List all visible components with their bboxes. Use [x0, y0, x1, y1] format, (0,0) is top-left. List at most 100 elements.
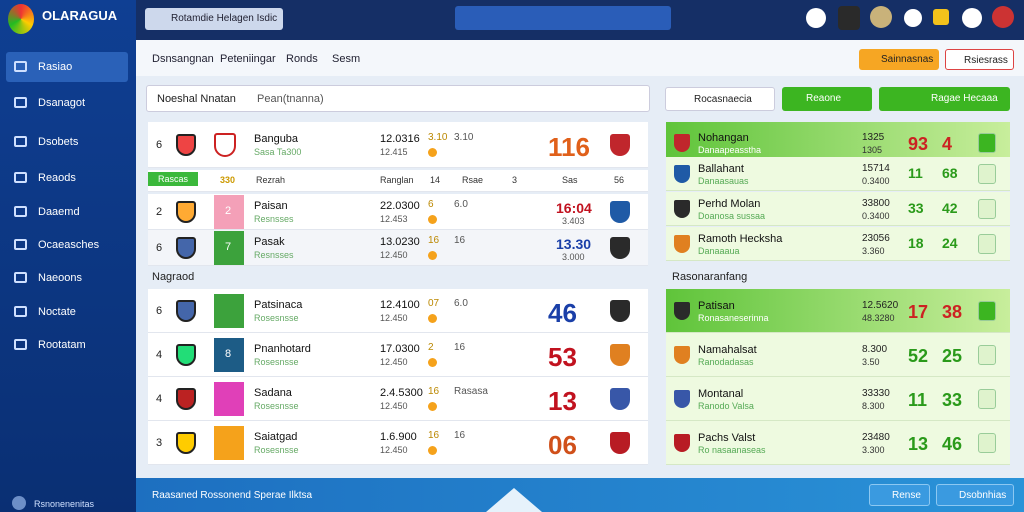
toggle[interactable] — [978, 389, 996, 409]
team-crest — [176, 237, 196, 259]
stat-a: 93 — [908, 133, 929, 154]
team-crest — [674, 346, 690, 364]
odds-row[interactable]: Ballahant Danaasauas 15714 0.3400 11 68 — [666, 157, 1010, 191]
match-row[interactable]: 6 7 Pasak Resnsses 13.0230 12.450 16 16 13.30 3.0… — [148, 230, 648, 266]
toggle[interactable] — [978, 164, 996, 184]
stat-b: 42 — [942, 200, 958, 216]
sidebar-item[interactable]: Naeoons — [6, 263, 128, 293]
odds-row[interactable]: Namahalsat Ranodadasas 8.300 3.50 52 25 — [666, 333, 1010, 377]
team-crest — [214, 133, 236, 157]
sidebar-item[interactable]: Noctate — [6, 297, 128, 327]
icon[interactable] — [933, 9, 949, 25]
search-box[interactable]: Noeshal Nnatan Pean(tnanna) — [146, 85, 650, 112]
search-left-text: Rotamdie Helagen Isdic — [171, 13, 278, 24]
score-sub: 12.415 — [380, 147, 408, 157]
rank: 4 — [156, 349, 163, 361]
sidebar-item[interactable]: Rootatam — [6, 330, 128, 360]
tab[interactable]: Peteniingar — [220, 53, 276, 65]
icon[interactable] — [904, 9, 922, 27]
sidebar-item[interactable]: Ocaeasches — [6, 230, 128, 260]
team-sub: Doanosa sussaa — [698, 211, 766, 221]
score-sub: 12.453 — [380, 214, 408, 224]
odds-sub: 3.300 — [862, 445, 885, 455]
team-name: Banguba — [254, 133, 299, 145]
top-button[interactable]: Rsiesrass — [945, 49, 1014, 70]
footer-button-label: Rense — [892, 490, 921, 501]
score-sub: 12.450 — [380, 250, 408, 260]
sidebar-item[interactable]: Dsobets — [6, 127, 128, 157]
sidebar-label: Reaods — [38, 172, 76, 184]
sidebar-item[interactable]: Dsanagot — [6, 88, 128, 118]
team-crest — [610, 201, 630, 223]
icon[interactable] — [962, 8, 982, 28]
score: 1.6.900 — [380, 431, 417, 443]
rank-badge: 7 — [214, 231, 244, 265]
avatar[interactable] — [806, 8, 826, 28]
header-cell: Rezrah — [256, 175, 286, 185]
top-button-label: Rsiesrass — [964, 55, 1008, 66]
search-center[interactable] — [455, 6, 671, 30]
header-cell: 3 — [512, 175, 518, 185]
dropdown[interactable]: Rocasnaecia — [665, 87, 775, 111]
score-sub: 12.450 — [380, 445, 408, 455]
odds-dot — [428, 358, 437, 367]
sidebar-item[interactable]: Reaods — [6, 163, 128, 193]
team-sub: Sasa Ta300 — [254, 147, 302, 157]
team-sub: Ranodo Valsa — [698, 401, 754, 411]
odds-row[interactable]: Pachs Valst Ro nasaanaseas 23480 3.300 13 46 — [666, 421, 1010, 465]
footer-bar: Raasaned Rossonend Sperae Ilktsa Rense Ds… — [136, 478, 1024, 512]
stat-b: 25 — [942, 346, 963, 366]
match-row[interactable]: 2 2 Paisan Resnsses 22.0300 12.453 6 6.0 16:04 3.… — [148, 194, 648, 230]
sidebar-label: Dsobets — [38, 136, 79, 148]
sidebar-icon — [14, 172, 27, 183]
avatar[interactable] — [870, 6, 892, 28]
footer-button[interactable]: Rense — [869, 484, 930, 506]
sidebar-avatar — [12, 496, 26, 510]
sidebar-item[interactable]: Daaemd — [6, 197, 128, 227]
tab[interactable]: Dsnsangnan — [152, 53, 214, 65]
odds-row[interactable]: Perhd Molan Doanosa sussaa 33800 0.3400 33 42 — [666, 192, 1010, 226]
tab[interactable]: Sesm — [332, 53, 361, 65]
team-crest — [176, 201, 196, 223]
logo-title: OLARAGUA — [42, 8, 118, 23]
toggle[interactable] — [978, 301, 996, 321]
match-row[interactable]: 3 Saiatgad Rosesnsse 1.6.900 12.450 16 16 06 — [148, 421, 648, 465]
odds-dot — [428, 402, 437, 411]
footer-button[interactable]: Dsobnhias — [936, 484, 1014, 506]
team-crest — [674, 133, 690, 152]
toggle[interactable] — [978, 234, 996, 254]
score: 12.4100 — [380, 299, 420, 311]
odds-dot — [428, 148, 437, 157]
match-row[interactable]: 6 Patsinaca Rosesnsse 12.4100 12.450 07 6.0 46 — [148, 289, 648, 333]
avatar[interactable] — [838, 6, 860, 30]
team-sub: Danaapeasstha — [698, 144, 762, 155]
odds-a: 16 — [428, 386, 440, 397]
filter-button[interactable]: Ragae Hecaaa — [879, 87, 1010, 111]
top-button[interactable]: Sainnasnas — [859, 49, 939, 70]
toggle[interactable] — [978, 132, 996, 153]
top-button-label: Sainnasnas — [881, 54, 934, 65]
odds-sub: 8.300 — [862, 401, 885, 411]
match-row[interactable]: 4 8 Pnanhotard Rosesnsse 17.0300 12.450 2 16 53 — [148, 333, 648, 377]
filter-button[interactable]: Reaone — [782, 87, 872, 111]
tab[interactable]: Ronds — [286, 53, 318, 65]
sidebar-item[interactable]: Rasiao — [6, 52, 128, 82]
team-sub: Rosesnsse — [254, 313, 299, 323]
result: 116 — [548, 132, 590, 162]
odds-row[interactable]: Patisan Ronasaneserinna 12.5620 48.3280 17 38 — [666, 289, 1010, 333]
odds-row[interactable]: Ramoth Hecksha Danaaaua 23056 3.360 18 24 — [666, 227, 1010, 261]
search-left[interactable]: Rotamdie Helagen Isdic — [145, 8, 283, 30]
match-row[interactable]: 4 Sadana Rosesnsse 2.4.5300 12.450 16 Rasasa 13 — [148, 377, 648, 421]
sidebar-label: Rootatam — [38, 339, 86, 351]
stat-a: 17 — [908, 302, 929, 322]
icon[interactable] — [992, 6, 1014, 28]
match-row[interactable]: 6 Banguba Sasa Ta300 12.0316 12.415 3.10 3.10 1… — [148, 122, 648, 168]
odds-row[interactable]: Montanal Ranodo Valsa 33330 8.300 11 33 — [666, 377, 1010, 421]
toggle[interactable] — [978, 345, 996, 365]
toggle[interactable] — [978, 199, 996, 219]
score: 12.0316 — [380, 133, 420, 145]
sidebar-label: Naeoons — [38, 272, 83, 284]
odds-row[interactable]: Nohangan Danaapeasstha 1325 1305 93 4 — [666, 122, 1010, 163]
sidebar-label: Dsanagot — [38, 97, 86, 109]
toggle[interactable] — [978, 433, 996, 453]
